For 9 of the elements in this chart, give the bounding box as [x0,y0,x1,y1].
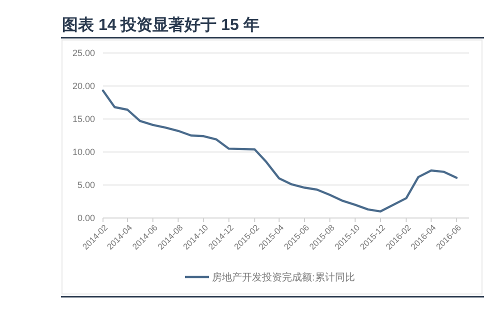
y-tick-label: 0.00 [77,213,95,224]
y-tick-label: 10.00 [72,147,95,158]
line-series [102,90,458,212]
y-tick-label: 15.00 [72,114,95,124]
legend-label: 房地产开发投资完成额:累计同比 [212,272,355,284]
y-tick-label: 25.00 [72,48,95,58]
chart-title: 图表 14 投资显著好于 15 年 [62,16,260,34]
y-tick-label: 5.00 [77,180,95,190]
y-tick-label: 20.00 [72,81,95,92]
